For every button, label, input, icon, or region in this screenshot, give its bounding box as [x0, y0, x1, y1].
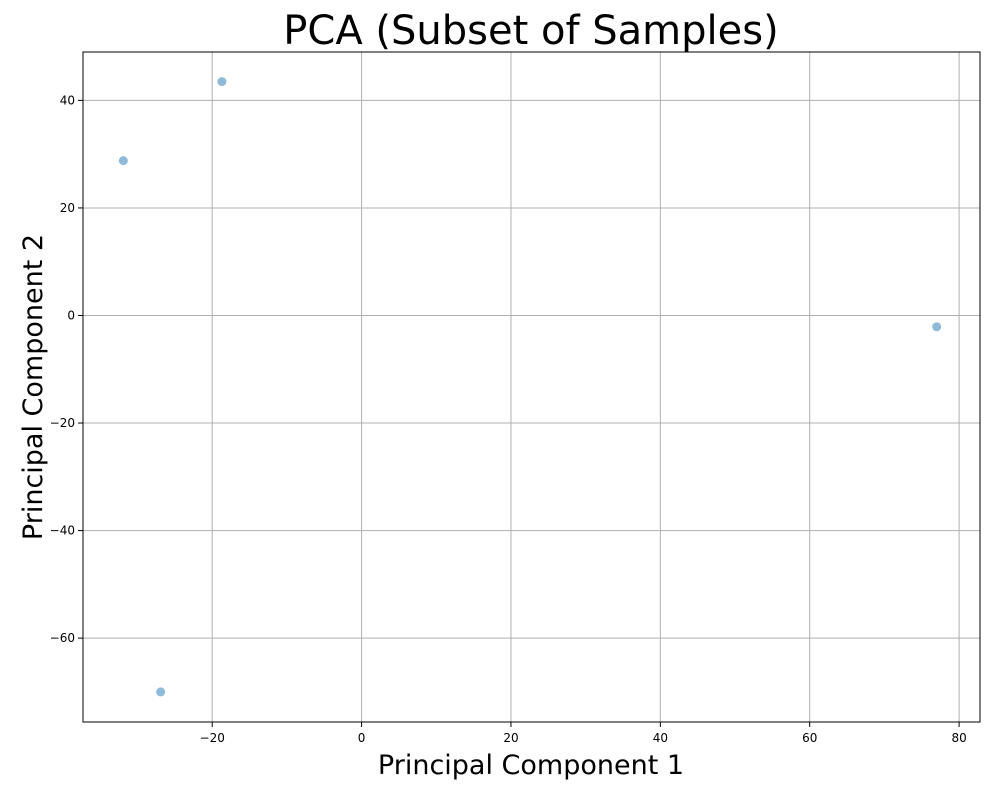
scatter-point: [156, 687, 166, 697]
axis-ticks: −20 0 20 40 60 80 −60 −40 −20 0 20 40: [50, 93, 967, 745]
y-axis-label: Principal Component 2: [18, 234, 49, 540]
scatter-point: [217, 77, 227, 87]
y-tick-label: 40: [60, 93, 75, 107]
x-tick-label: 0: [358, 731, 366, 745]
scatter-point: [118, 156, 128, 166]
scatter-point: [932, 322, 942, 332]
y-tick-label: −40: [50, 524, 75, 538]
y-tick-label: −20: [50, 416, 75, 430]
x-tick-label: −20: [200, 731, 225, 745]
x-tick-label: 40: [653, 731, 668, 745]
plot-frame: [82, 51, 981, 723]
gridlines: [83, 52, 980, 722]
y-tick-label: 0: [67, 308, 75, 322]
y-tick-label: −60: [50, 631, 75, 645]
x-tick-label: 20: [503, 731, 518, 745]
chart-title: PCA (Subset of Samples): [283, 8, 778, 54]
x-axis-label: Principal Component 1: [378, 750, 684, 781]
data-points: [118, 77, 942, 697]
x-tick-label: 80: [951, 731, 966, 745]
x-tick-label: 60: [802, 731, 817, 745]
y-tick-label: 20: [60, 201, 75, 215]
